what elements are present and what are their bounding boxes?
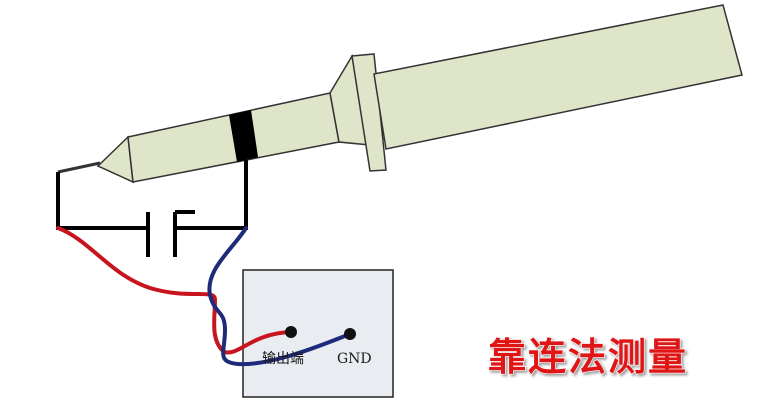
blue-ground-wire (207, 226, 352, 367)
ground-terminal-label: GND (337, 351, 372, 367)
oscilloscope-probe (57, 4, 743, 184)
output-terminal-label: 输出端 (262, 351, 304, 367)
red-signal-wire (56, 226, 292, 355)
ground-terminal-dot (344, 328, 356, 340)
probe-collar (351, 53, 387, 172)
probe-ground-band (229, 110, 258, 162)
probe-tip-cone (96, 135, 134, 184)
probe-needle (57, 161, 101, 174)
device-box (242, 269, 394, 398)
probe-handle (373, 4, 743, 150)
diagram-title: 靠连法测量 (488, 334, 688, 379)
output-terminal-dot (285, 326, 297, 338)
